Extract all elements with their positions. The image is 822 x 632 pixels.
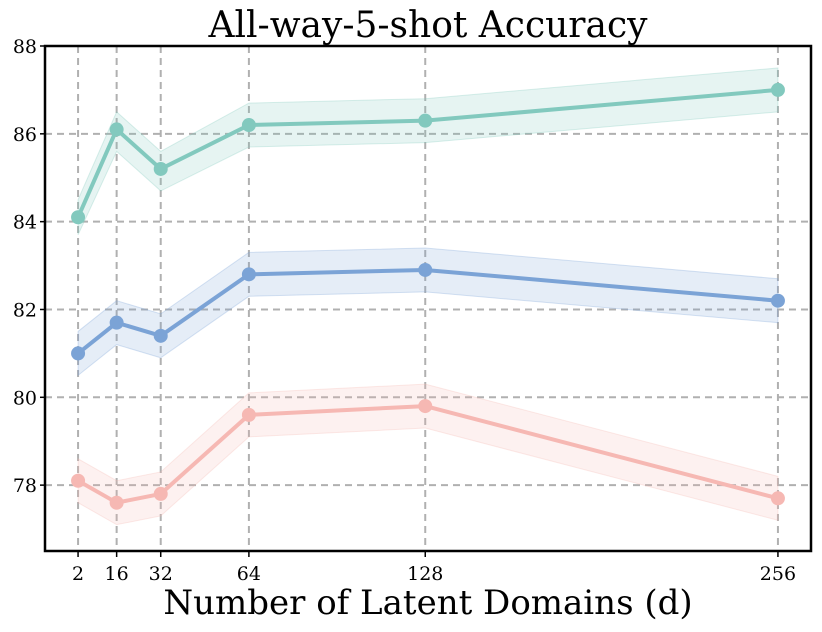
series-1-point xyxy=(241,118,256,133)
series-2-point xyxy=(109,315,124,330)
series-1-point xyxy=(770,82,785,97)
series-2-point xyxy=(770,293,785,308)
series-2-point xyxy=(241,267,256,282)
tick-labels: 2 16 32 64 128 256 78 80 82 84 86 88 xyxy=(13,36,796,585)
series-1-point xyxy=(71,210,86,225)
y-tick-label: 88 xyxy=(13,36,37,58)
x-tick-label: 128 xyxy=(407,563,443,585)
y-tick-label: 78 xyxy=(13,475,37,497)
series-3-point xyxy=(241,407,256,422)
plot-frame xyxy=(43,44,813,553)
x-tick-label: 16 xyxy=(105,563,129,585)
series-3-point xyxy=(109,495,124,510)
series-1-band xyxy=(77,67,779,236)
x-tick-label: 64 xyxy=(237,563,261,585)
confidence-bands xyxy=(77,67,779,526)
x-tick-label: 32 xyxy=(149,563,173,585)
series-2-point xyxy=(153,328,168,343)
series-2-line xyxy=(76,267,779,355)
y-tick-label: 86 xyxy=(13,124,37,146)
series-2-point xyxy=(418,262,433,277)
series-points xyxy=(71,82,785,510)
x-tick-label: 256 xyxy=(760,563,796,585)
series-3-point xyxy=(770,491,785,506)
series-3-point xyxy=(153,486,168,501)
series-1-point xyxy=(418,113,433,128)
chart-title: All-way-5-shot Accuracy xyxy=(208,5,649,46)
series-3-point xyxy=(418,399,433,414)
y-tick-label: 82 xyxy=(13,299,37,321)
series-lines xyxy=(76,87,779,505)
y-tick-label: 80 xyxy=(13,387,37,409)
x-tick-label: 2 xyxy=(72,563,84,585)
series-3-line xyxy=(77,404,779,505)
series-3-point xyxy=(71,473,86,488)
series-1-point xyxy=(109,122,124,137)
y-tick-label: 84 xyxy=(13,212,37,234)
x-axis-label: Number of Latent Domains (d) xyxy=(163,583,692,623)
series-1-point xyxy=(153,161,168,176)
series-2-point xyxy=(71,346,86,361)
series-1-line xyxy=(76,87,779,219)
